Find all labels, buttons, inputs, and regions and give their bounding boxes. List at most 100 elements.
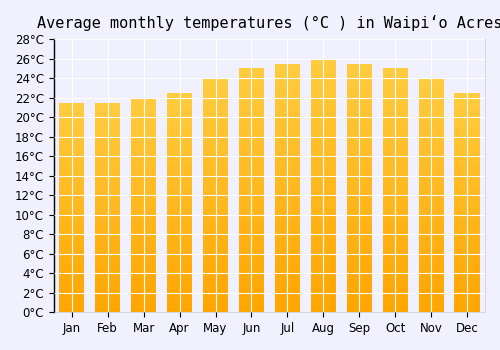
Bar: [95, 253, 120, 258]
Bar: [275, 262, 300, 267]
Bar: [131, 222, 156, 226]
Bar: [131, 278, 156, 282]
Bar: [239, 234, 264, 239]
Bar: [275, 89, 300, 93]
Bar: [59, 111, 84, 115]
Bar: [95, 111, 120, 115]
Bar: [382, 171, 408, 176]
Bar: [95, 258, 120, 262]
Bar: [275, 153, 300, 158]
Bar: [131, 274, 156, 278]
Bar: [454, 119, 479, 124]
Bar: [310, 226, 336, 231]
Bar: [131, 106, 156, 111]
Bar: [418, 186, 444, 190]
Bar: [131, 257, 156, 261]
Bar: [310, 292, 336, 297]
Bar: [59, 308, 84, 312]
Bar: [418, 284, 444, 289]
Bar: [310, 145, 336, 150]
Bar: [418, 97, 444, 101]
Bar: [203, 209, 228, 214]
Bar: [454, 185, 479, 189]
Bar: [382, 127, 408, 132]
Bar: [95, 274, 120, 279]
Bar: [167, 132, 192, 137]
Bar: [239, 210, 264, 215]
Bar: [454, 251, 479, 255]
Bar: [239, 107, 264, 112]
Bar: [239, 195, 264, 200]
Bar: [59, 274, 84, 279]
Bar: [59, 295, 84, 300]
Bar: [203, 195, 228, 200]
Bar: [131, 282, 156, 287]
Bar: [59, 262, 84, 266]
Bar: [167, 93, 192, 97]
Bar: [167, 167, 192, 172]
Bar: [310, 104, 336, 109]
Bar: [239, 156, 264, 161]
Bar: [346, 278, 372, 282]
Bar: [95, 308, 120, 312]
Bar: [346, 89, 372, 93]
Bar: [310, 216, 336, 221]
Bar: [454, 141, 479, 146]
Bar: [131, 299, 156, 304]
Bar: [310, 170, 336, 175]
Bar: [239, 273, 264, 278]
Bar: [418, 200, 444, 204]
Bar: [131, 188, 156, 192]
Bar: [275, 243, 300, 247]
Bar: [59, 203, 84, 208]
Bar: [131, 124, 156, 128]
Bar: [59, 157, 84, 161]
Bar: [310, 94, 336, 99]
Bar: [239, 219, 264, 224]
Bar: [239, 249, 264, 254]
Bar: [346, 272, 372, 278]
Bar: [131, 248, 156, 252]
Bar: [59, 212, 84, 216]
Bar: [275, 233, 300, 238]
Bar: [239, 278, 264, 283]
Bar: [167, 264, 192, 268]
Bar: [203, 176, 228, 181]
Bar: [382, 234, 408, 239]
Bar: [310, 246, 336, 251]
Bar: [131, 141, 156, 145]
Bar: [310, 272, 336, 277]
Bar: [382, 239, 408, 244]
Bar: [346, 123, 372, 128]
Bar: [239, 88, 264, 93]
Bar: [95, 157, 120, 161]
Bar: [59, 283, 84, 287]
Bar: [275, 302, 300, 307]
Bar: [131, 231, 156, 235]
Bar: [382, 302, 408, 307]
Bar: [275, 93, 300, 98]
Bar: [59, 115, 84, 119]
Bar: [59, 195, 84, 199]
Bar: [346, 63, 372, 69]
Bar: [418, 125, 444, 130]
Bar: [310, 125, 336, 130]
Bar: [167, 224, 192, 229]
Bar: [131, 128, 156, 132]
Bar: [454, 146, 479, 150]
Bar: [346, 163, 372, 168]
Bar: [346, 188, 372, 193]
Bar: [131, 111, 156, 115]
Bar: [454, 260, 479, 264]
Bar: [454, 106, 479, 110]
Bar: [239, 122, 264, 127]
Bar: [95, 300, 120, 304]
Bar: [203, 186, 228, 190]
Bar: [346, 243, 372, 247]
Bar: [167, 246, 192, 251]
Bar: [346, 74, 372, 78]
Bar: [346, 193, 372, 198]
Bar: [95, 283, 120, 287]
Bar: [167, 194, 192, 198]
Bar: [454, 273, 479, 277]
